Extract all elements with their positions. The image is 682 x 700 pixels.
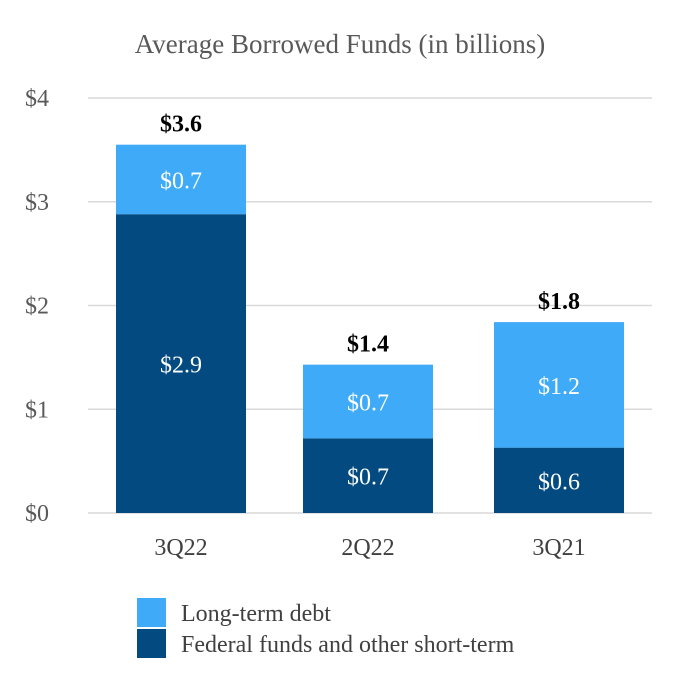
bar-total-label: $1.8: [538, 289, 580, 315]
x-tick-label: 3Q22: [154, 535, 207, 561]
bar-total-label: $1.4: [347, 332, 389, 358]
x-axis-ticks: 3Q22 2Q22 3Q21: [154, 535, 585, 561]
bars: [116, 144, 624, 513]
y-axis-ticks: $0 $1 $2 $3 $4: [25, 86, 49, 527]
legend-label: Federal funds and other short-term: [181, 632, 515, 658]
legend-swatch: [137, 598, 166, 627]
x-tick-label: 2Q22: [341, 535, 394, 561]
x-tick-label: 3Q21: [532, 535, 585, 561]
bar-segment-label: $2.9: [160, 353, 202, 379]
y-tick-label: $1: [25, 397, 49, 423]
bar-segment: [494, 322, 624, 448]
bar-segment-label: $0.7: [347, 390, 389, 416]
bar-segment-label: $0.6: [538, 469, 580, 495]
bar-segment: [494, 447, 624, 513]
bar-segment: [303, 364, 433, 439]
bar-segment-label: $0.7: [160, 168, 202, 194]
y-tick-label: $3: [25, 190, 49, 216]
data-labels: $2.9 $0.7 $3.6 $0.7 $0.7 $1.4 $0.6 $1.2 $1.8: [160, 112, 580, 496]
y-tick-label: $4: [25, 86, 49, 112]
bar-total-label: $3.6: [160, 112, 202, 138]
bar-segment: [303, 438, 433, 513]
bar-segment: [116, 144, 246, 215]
legend-swatch: [137, 629, 166, 658]
bar-segment-label: $1.2: [538, 374, 580, 400]
legend: Long-term debt Federal funds and other sh…: [137, 598, 515, 658]
bar-segment-label: $0.7: [347, 465, 389, 491]
y-tick-label: $0: [25, 501, 49, 527]
y-tick-label: $2: [25, 294, 49, 320]
legend-label: Long-term debt: [181, 601, 331, 627]
chart-title: Average Borrowed Funds (in billions): [135, 29, 545, 59]
bar-segment: [116, 214, 246, 513]
